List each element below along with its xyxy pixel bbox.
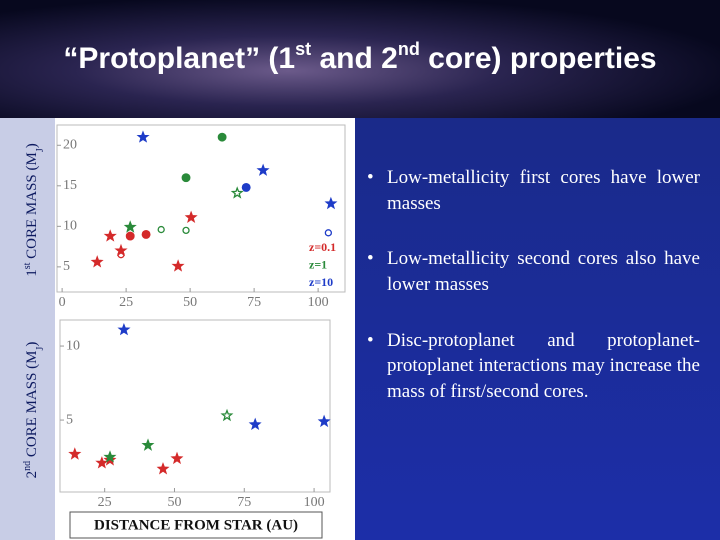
- point: [123, 220, 137, 233]
- x-tick-label: 0: [59, 295, 66, 310]
- title-part: core) properties: [420, 42, 657, 75]
- point: [170, 451, 184, 465]
- x-tick-label: 75: [237, 495, 251, 510]
- x-tick-label: 75: [247, 295, 261, 310]
- point: [230, 186, 244, 199]
- label-sub: J: [35, 346, 46, 350]
- point: [68, 447, 82, 460]
- slide-title: “Protoplanet” (1st and 2nd core) propert…: [63, 39, 656, 75]
- point: [90, 255, 104, 268]
- x-tick-label: 100: [304, 495, 325, 510]
- point: [156, 462, 170, 475]
- point: [136, 130, 150, 143]
- title-sup: st: [295, 39, 311, 59]
- label-sup: st: [22, 262, 33, 269]
- axis-label-strip: [0, 118, 55, 540]
- point: [256, 163, 270, 176]
- point: [125, 231, 135, 241]
- point: [141, 229, 151, 239]
- y-tick-label: 10: [63, 219, 77, 234]
- legend-entry: z=0.1: [309, 240, 336, 254]
- point: [141, 438, 155, 451]
- banner-image: [0, 0, 720, 118]
- x-tick-label: 25: [119, 295, 133, 310]
- label-part: ): [24, 143, 40, 148]
- legend-entry: z=1: [309, 257, 327, 271]
- label-part: CORE MASS (M: [24, 350, 40, 460]
- point: [157, 225, 165, 234]
- x-tick-label: 100: [308, 295, 329, 310]
- label-sup: nd: [22, 461, 33, 471]
- bullet: Low-metallicity second cores also have l…: [365, 246, 700, 297]
- title-part: “Protoplanet” (1: [63, 42, 295, 75]
- y-tick-label: 15: [63, 178, 77, 193]
- point: [324, 196, 338, 210]
- point: [171, 259, 185, 272]
- bullet-list: Low-metallicity first cores have lower m…: [365, 165, 700, 434]
- point: [220, 408, 234, 422]
- point: [217, 132, 227, 142]
- chart-panel: [55, 118, 355, 540]
- point: [241, 182, 251, 192]
- plot-frame: [59, 319, 331, 493]
- x-axis-label: DISTANCE FROM STAR (AU): [94, 517, 298, 533]
- point: [317, 414, 331, 428]
- x-label-box: [69, 511, 323, 539]
- legend-entry: z=10: [309, 275, 333, 289]
- point: [117, 322, 131, 336]
- x-tick-label: 50: [183, 295, 197, 310]
- y-axis-label: 2nd CORE MASS (MJ): [22, 342, 46, 479]
- bullet: Low-metallicity first cores have lower m…: [365, 165, 700, 216]
- point: [181, 173, 191, 183]
- point: [324, 229, 333, 237]
- point: [184, 210, 198, 224]
- label-part: 2: [24, 471, 40, 479]
- point: [95, 456, 109, 469]
- point: [182, 226, 190, 235]
- label-part: 1: [24, 269, 40, 277]
- title-sup: nd: [398, 39, 420, 59]
- title-part: and 2: [311, 42, 398, 75]
- point: [248, 417, 262, 430]
- label-part: CORE MASS (M: [24, 152, 40, 262]
- x-tick-label: 50: [167, 495, 181, 510]
- y-axis-label: 1st CORE MASS (MJ): [22, 143, 46, 277]
- label-sub: J: [35, 148, 46, 152]
- plot-frame: [56, 124, 346, 293]
- y-tick-label: 5: [66, 412, 73, 427]
- y-tick-label: 20: [63, 137, 77, 152]
- x-tick-label: 25: [98, 495, 112, 510]
- point: [103, 450, 117, 463]
- point: [117, 251, 125, 259]
- y-tick-label: 10: [66, 338, 80, 353]
- y-tick-label: 5: [63, 259, 70, 274]
- label-part: ): [24, 342, 40, 347]
- bullet: Disc-protoplanet and protoplanet-protopl…: [365, 328, 700, 405]
- point: [114, 243, 128, 257]
- point: [103, 229, 117, 242]
